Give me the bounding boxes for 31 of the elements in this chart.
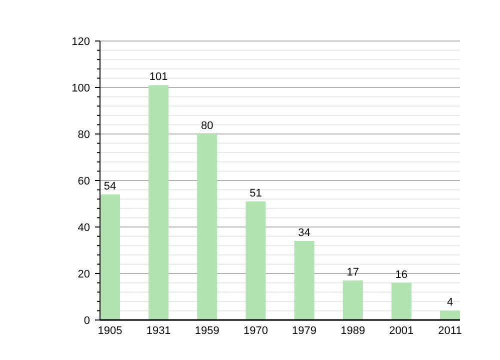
- bar: [148, 85, 169, 320]
- y-tick-label: 120: [72, 36, 90, 48]
- y-tick-label: 100: [72, 82, 90, 94]
- x-tick-label: 1931: [146, 325, 171, 337]
- y-tick-label: 20: [78, 268, 90, 280]
- bar: [246, 201, 266, 320]
- data-label: 101: [149, 71, 168, 84]
- data-label: 51: [250, 187, 262, 200]
- bar: [440, 310, 460, 320]
- data-label: 80: [201, 120, 214, 132]
- bar: [197, 134, 218, 320]
- x-tick-label: 1989: [340, 325, 366, 337]
- x-tick-label: 1905: [98, 325, 122, 337]
- x-tick-label: 2001: [389, 325, 414, 337]
- x-tick-label: 1959: [194, 325, 220, 337]
- data-label: 4: [446, 296, 454, 309]
- data-label: 54: [104, 180, 116, 192]
- bar: [391, 282, 412, 320]
- data-label: 34: [298, 226, 310, 239]
- x-tick-label: 1979: [292, 325, 317, 337]
- y-tick-label: 0: [84, 314, 90, 327]
- data-label: 17: [346, 266, 359, 278]
- x-tick-label: 2011: [438, 325, 462, 337]
- bar: [100, 194, 120, 320]
- y-tick-label: 40: [78, 222, 90, 234]
- y-tick-label: 80: [78, 128, 90, 141]
- data-label: 16: [395, 268, 408, 281]
- bar: [294, 240, 314, 320]
- bar: [342, 280, 363, 320]
- x-tick-label: 1970: [243, 325, 268, 337]
- y-tick-label: 60: [78, 175, 90, 188]
